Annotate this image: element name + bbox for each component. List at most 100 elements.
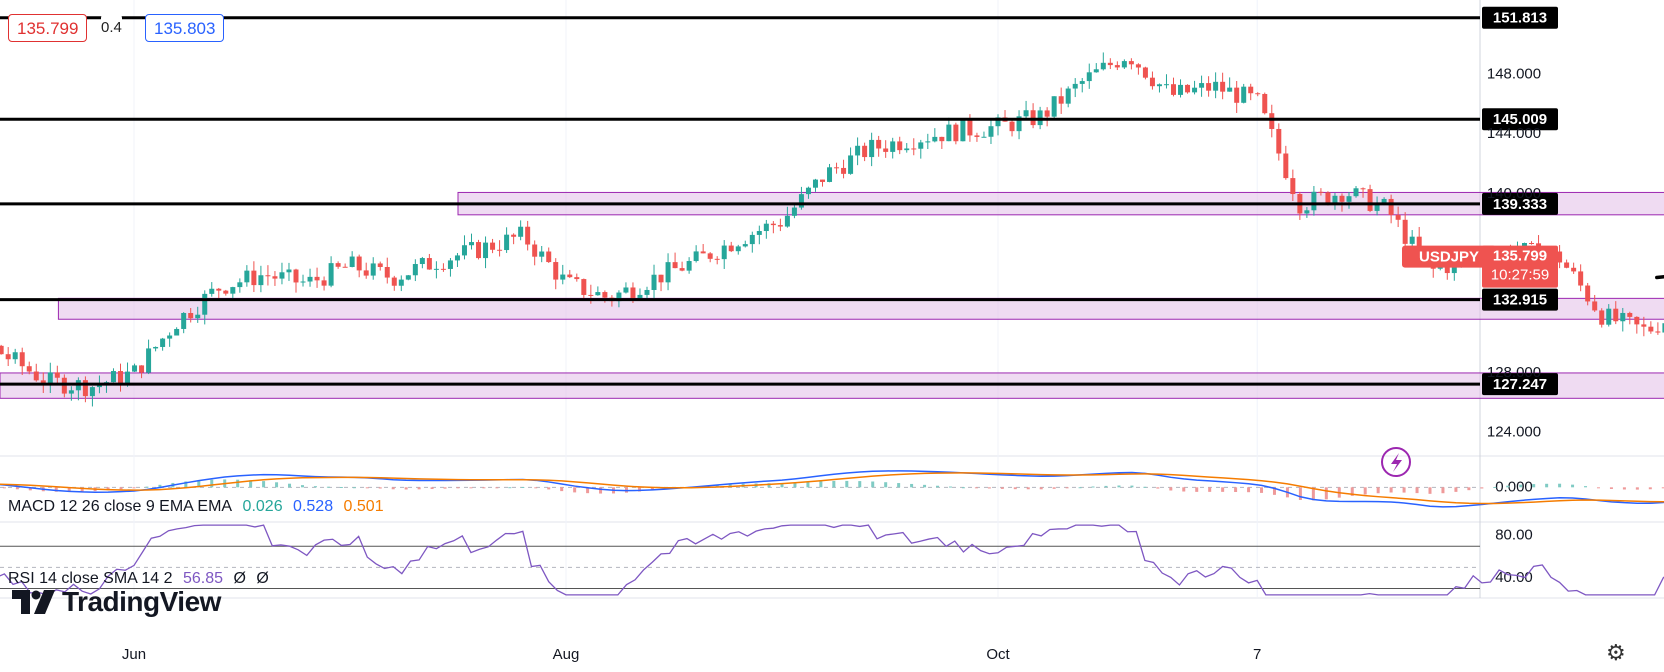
candle-body	[223, 290, 229, 294]
candle-body	[553, 262, 559, 280]
macd-histogram-bar	[1298, 487, 1302, 500]
macd-histogram-bar	[80, 487, 84, 492]
candle-body	[476, 242, 482, 259]
candle-body	[1227, 87, 1233, 92]
candle-body	[679, 268, 685, 271]
candle-body	[89, 387, 95, 397]
candle-body	[469, 242, 474, 246]
macd-histogram-bar	[1350, 487, 1354, 496]
candle-body	[1044, 110, 1050, 117]
macd-histogram-bar	[1065, 487, 1069, 489]
candle-body	[672, 262, 678, 269]
candle-body	[1402, 219, 1408, 244]
candle-body	[82, 380, 88, 397]
macd-histogram-bar	[845, 480, 849, 488]
candle-body	[841, 167, 847, 174]
macd-histogram-bar	[936, 485, 940, 488]
level-price-tag	[1482, 288, 1558, 311]
candle-body	[511, 234, 517, 237]
candle-body	[770, 223, 776, 226]
ask-price-box[interactable]: 135.803	[145, 14, 225, 42]
candle-body	[19, 352, 25, 367]
macd-histogram-bar	[819, 481, 823, 488]
candle-body	[834, 167, 840, 169]
candle-body	[1234, 87, 1240, 103]
candle-body	[1079, 81, 1085, 84]
macd-histogram-bar	[1480, 487, 1484, 489]
candle-body	[721, 245, 727, 260]
candle-body	[658, 274, 664, 283]
candle-body	[349, 256, 355, 267]
price-axis-tick: 128.000	[1487, 364, 1541, 381]
candle-body	[1409, 236, 1415, 244]
candle-body	[279, 272, 285, 279]
candle-body	[812, 179, 818, 188]
settings-gear-icon[interactable]: ⚙	[1606, 640, 1626, 665]
macd-histogram-bar	[262, 481, 266, 488]
macd-histogram-bar	[378, 487, 382, 489]
macd-histogram-bar	[780, 483, 784, 488]
candle-body	[602, 292, 608, 298]
macd-histogram-bar	[1467, 487, 1471, 491]
rsi-sma-value: Ø	[233, 570, 246, 587]
macd-histogram-bar	[1596, 487, 1600, 489]
macd-histogram-bar	[1428, 487, 1432, 494]
macd-histogram-bar	[1441, 487, 1445, 494]
candle-body	[405, 275, 411, 280]
candle-body	[54, 372, 60, 378]
candle-body	[286, 269, 292, 273]
candle-body	[1149, 77, 1155, 87]
candle-body	[1655, 331, 1661, 333]
candle-body	[1290, 178, 1296, 195]
macd-histogram-bar	[1532, 484, 1536, 488]
support-resistance-zone	[57, 297, 1664, 320]
macd-histogram-bar	[987, 487, 991, 489]
rsi-line	[0, 524, 1664, 596]
macd-histogram-bar	[1169, 487, 1173, 491]
macd-histogram-bar	[560, 487, 564, 492]
candle-body	[1437, 266, 1443, 269]
macd-histogram-bar	[482, 487, 486, 489]
macd-histogram-bar	[793, 482, 797, 488]
candle-body	[209, 288, 215, 294]
macd-histogram-bar	[1402, 487, 1406, 493]
macd-histogram-bar	[1311, 487, 1315, 501]
level-price-tag	[1482, 192, 1558, 215]
candle-body	[820, 179, 825, 182]
candle-body	[483, 242, 489, 259]
candle-body	[1255, 93, 1261, 95]
bid-price-box[interactable]: 135.799	[8, 14, 88, 42]
macd-histogram-bar	[1013, 487, 1017, 490]
macd-legend[interactable]: MACD 12 26 close 9 EMA EMA 0.026 0.528 0…	[8, 498, 390, 516]
candle-body	[918, 142, 924, 149]
macd-histogram-bar	[599, 487, 603, 494]
candle-body	[426, 258, 432, 270]
candle-body	[1171, 84, 1176, 95]
macd-histogram-bar	[236, 479, 240, 488]
candle-body	[777, 225, 783, 227]
candle-body	[1030, 110, 1036, 126]
rsi-legend[interactable]: RSI 14 close SMA 14 2 56.85 Ø Ø	[8, 570, 275, 588]
candle-body	[1009, 121, 1015, 132]
candle-body	[216, 288, 222, 291]
macd-histogram-bar	[923, 484, 927, 488]
candle-body	[244, 270, 250, 283]
macd-histogram-bar	[961, 487, 965, 489]
candle-body	[1662, 323, 1664, 333]
candle-body	[384, 266, 390, 278]
candle-body	[118, 371, 123, 385]
candle-body	[525, 226, 531, 245]
macd-histogram-bar	[1376, 487, 1380, 494]
candle-body	[756, 231, 762, 235]
time-axis-label: Aug	[553, 646, 580, 663]
candle-body	[1606, 308, 1612, 325]
candle-body	[1276, 128, 1282, 154]
macd-histogram-bar	[67, 487, 71, 492]
candle-body	[1163, 84, 1169, 86]
level-price-label: 132.915	[1493, 292, 1547, 309]
tradingview-logo-icon	[12, 590, 55, 614]
price-axis-tick: 124.000	[1487, 424, 1541, 441]
level-price-label: 145.009	[1493, 111, 1547, 128]
candle-body	[1381, 198, 1387, 204]
